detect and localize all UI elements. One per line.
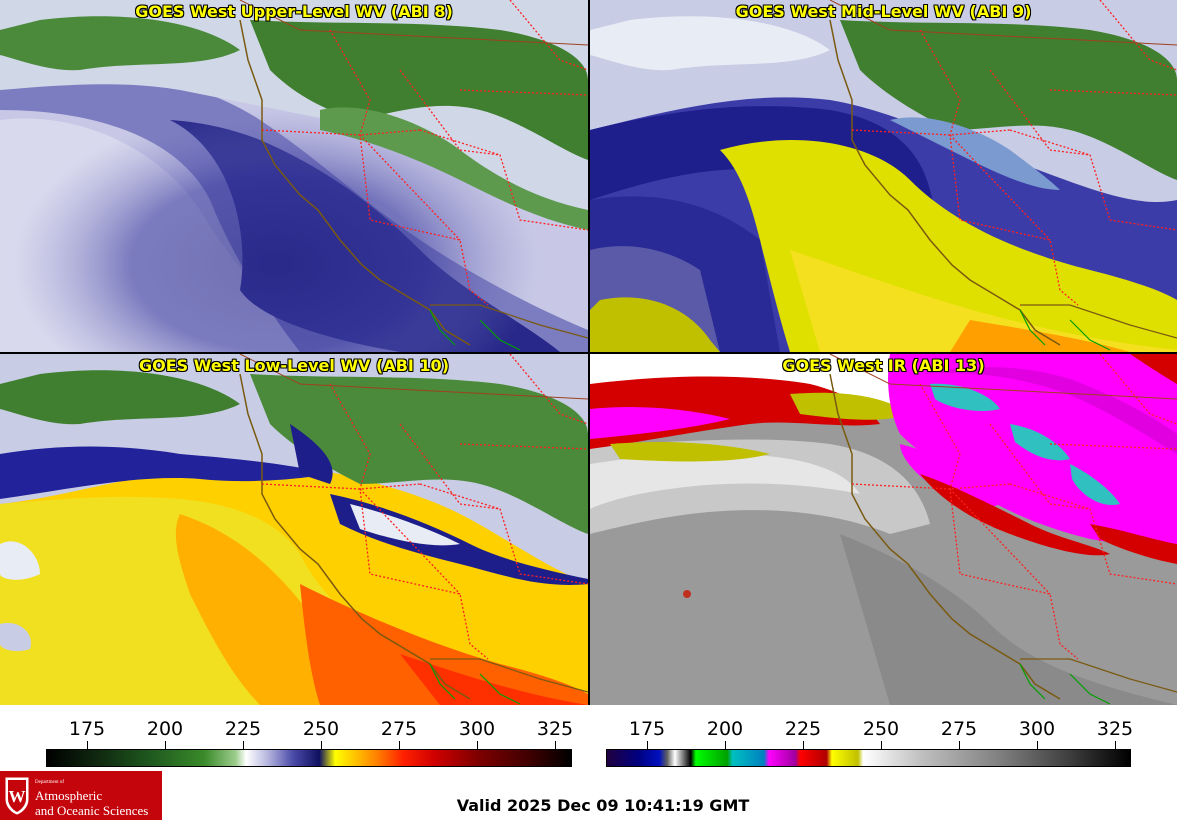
colorbar-wv-tick: 275 bbox=[380, 718, 418, 740]
ir-image bbox=[590, 354, 1177, 705]
mid-level-wv-image bbox=[590, 0, 1177, 352]
colorbar-ir-tickmark bbox=[725, 741, 726, 749]
colorbar-ir-tickmark bbox=[647, 741, 648, 749]
colorbar-wv-tick: 175 bbox=[68, 718, 106, 740]
colorbar-wv-tickmark bbox=[399, 741, 400, 749]
panel-low-level-wv: GOES West Low-Level WV (ABI 10) bbox=[0, 354, 588, 705]
colorbar-wv-tickmark bbox=[321, 741, 322, 749]
colorbar-wv-tick: 225 bbox=[224, 718, 262, 740]
colorbar-ir-tickmark bbox=[1037, 741, 1038, 749]
colorbar-ir-tick: 200 bbox=[706, 718, 744, 740]
colorbar-ir-tickmark bbox=[1115, 741, 1116, 749]
panel-mid-level-wv: GOES West Mid-Level WV (ABI 9) bbox=[590, 0, 1177, 352]
colorbar-ir-tick: 225 bbox=[784, 718, 822, 740]
colorbar-wv-tickmark bbox=[243, 741, 244, 749]
panel-divider-horizontal bbox=[0, 352, 1177, 354]
upper-level-wv-title: GOES West Upper-Level WV (ABI 8) bbox=[135, 2, 453, 21]
colorbar-wv-gradient bbox=[46, 749, 572, 767]
colorbar-ir-tick: 175 bbox=[628, 718, 666, 740]
colorbar-ir-tick: 275 bbox=[940, 718, 978, 740]
colorbar-wv-tickmark bbox=[555, 741, 556, 749]
panel-ir: GOES West IR (ABI 13) bbox=[590, 354, 1177, 705]
colorbar-ir-tick: 325 bbox=[1096, 718, 1134, 740]
colorbar-ir-tick: 250 bbox=[862, 718, 900, 740]
mid-level-wv-title: GOES West Mid-Level WV (ABI 9) bbox=[735, 2, 1032, 21]
upper-level-wv-image bbox=[0, 0, 588, 352]
colorbar-wv-tickmark bbox=[87, 741, 88, 749]
uw-aos-logo[interactable]: W Department of Atmospheric and Oceanic … bbox=[0, 771, 162, 820]
colorbar-ir-tickmark bbox=[803, 741, 804, 749]
logo-line1: Atmospheric bbox=[35, 788, 103, 803]
colorbar-wv-tickmark bbox=[165, 741, 166, 749]
uw-crest-icon: W bbox=[5, 777, 29, 815]
colorbar-ir-gradient bbox=[606, 749, 1131, 767]
colorbar-wv-tick: 300 bbox=[458, 718, 496, 740]
ir-title: GOES West IR (ABI 13) bbox=[782, 356, 985, 375]
low-level-wv-image bbox=[0, 354, 588, 705]
colorbar-ir-tick: 300 bbox=[1018, 718, 1056, 740]
colorbar-ir-tickmark bbox=[959, 741, 960, 749]
low-level-wv-title: GOES West Low-Level WV (ABI 10) bbox=[138, 356, 449, 375]
valid-time: Valid 2025 Dec 09 10:41:19 GMT bbox=[456, 796, 750, 815]
panel-upper-level-wv: GOES West Upper-Level WV (ABI 8) bbox=[0, 0, 588, 352]
colorbar-wv-tickmark bbox=[477, 741, 478, 749]
logo-department: Department of bbox=[35, 780, 65, 785]
colorbar-wv-tick: 200 bbox=[146, 718, 184, 740]
colorbar-wv-tick: 325 bbox=[536, 718, 574, 740]
logo-line2: and Oceanic Sciences bbox=[35, 803, 149, 818]
colorbar-wv-tick: 250 bbox=[302, 718, 340, 740]
colorbar-ir-tickmark bbox=[881, 741, 882, 749]
crest-letter: W bbox=[9, 787, 26, 806]
